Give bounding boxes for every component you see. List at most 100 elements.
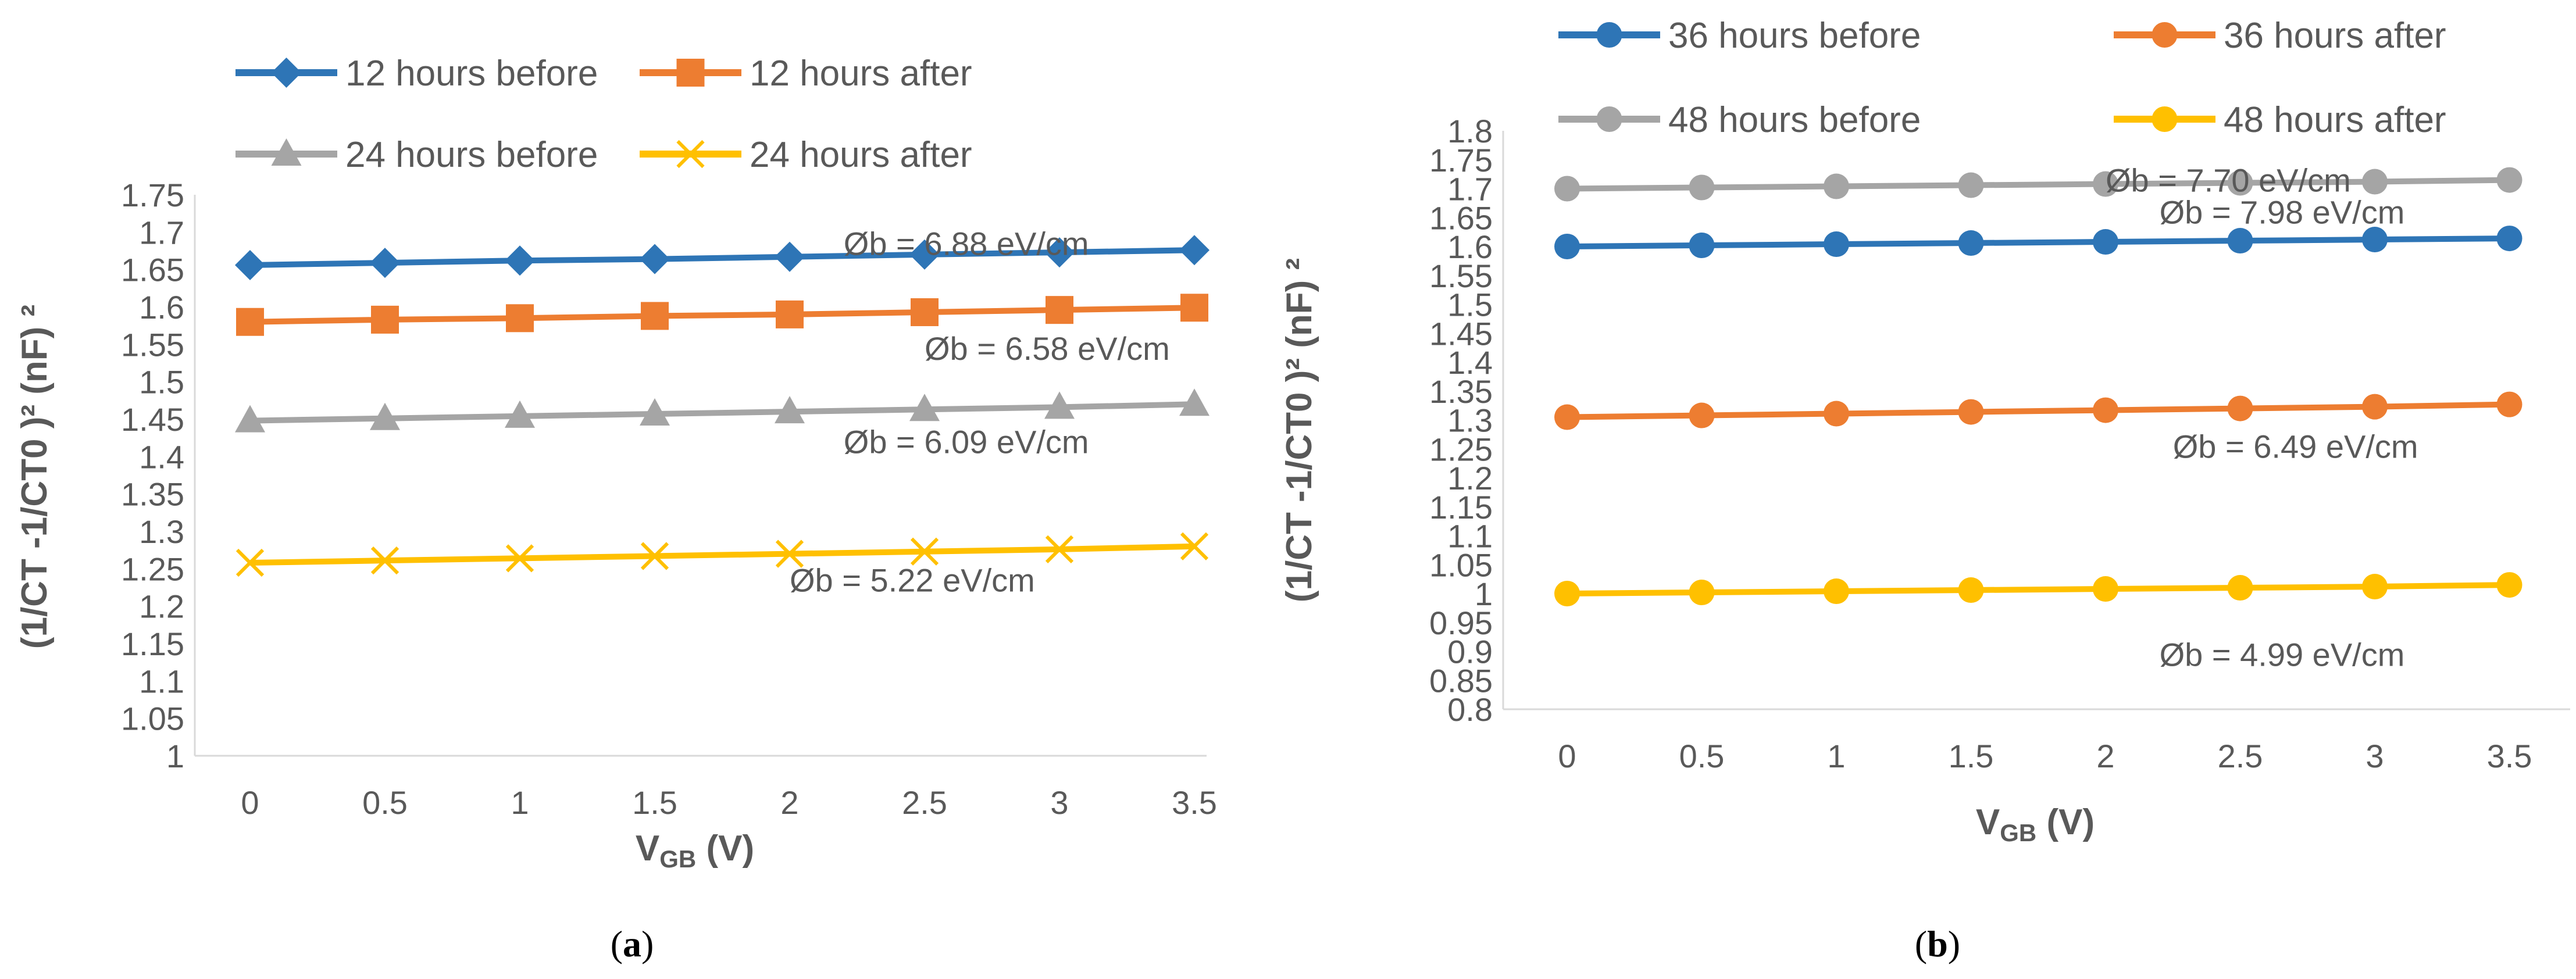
y-tick-label: 1.15: [1429, 489, 1493, 526]
y-tick-label: 1.25: [1429, 431, 1493, 467]
data-point: [776, 300, 804, 328]
y-tick-label: 0.9: [1447, 634, 1493, 670]
data-point: [775, 241, 805, 272]
series-line: [249, 401, 1195, 424]
data-point: [370, 248, 400, 278]
y-tick-label: 1.75: [121, 177, 184, 213]
y-tick-label: 1.55: [121, 326, 184, 363]
y-tick-label: 1.8: [1447, 113, 1493, 149]
data-point: [1045, 535, 1074, 564]
y-tick-label: 1.3: [139, 513, 184, 550]
legend-marker: [1596, 22, 1622, 48]
x-tick-label: 2.5: [2218, 738, 2263, 774]
data-point: [2496, 167, 2523, 193]
data-point: [1554, 581, 1580, 606]
y-tick-label: 1.25: [121, 551, 184, 587]
data-point: [2227, 395, 2253, 421]
data-point: [371, 305, 399, 334]
y-tick-label: 1.7: [1447, 171, 1493, 208]
data-point: [1180, 294, 1208, 322]
data-point: [2362, 574, 2388, 600]
caption-b: (b): [1915, 923, 1960, 964]
series-line: [249, 305, 1195, 325]
data-point: [2362, 169, 2388, 195]
y-tick-label: 1.4: [1447, 344, 1493, 381]
y-axis-label: (1/CT -1/CT0 )² (nF) ²: [1279, 258, 1319, 602]
annotation-label: Øb = 5.22 eV/cm: [790, 562, 1035, 599]
legend-label: 12 hours before: [345, 53, 598, 94]
legend-label: 24 hours after: [750, 135, 972, 175]
y-tick-label: 0.8: [1447, 691, 1493, 728]
data-point: [370, 546, 399, 575]
legend-item: 24 hours after: [640, 135, 972, 175]
legend-label: 36 hours before: [1668, 16, 1921, 56]
series-36-hours-after: [1554, 391, 2523, 430]
data-point: [1958, 577, 1984, 603]
series-12-hours-after: [236, 294, 1208, 336]
data-point: [235, 249, 265, 280]
legend-label: 24 hours before: [345, 135, 598, 175]
x-tick-label: 3.5: [2487, 738, 2532, 774]
annotation-label: Øb = 6.88 eV/cm: [844, 226, 1089, 262]
x-axis-label-unit: (V): [696, 828, 754, 869]
legend-label: 48 hours after: [2224, 100, 2446, 140]
x-tick-label: 0.5: [1679, 738, 1725, 774]
data-point: [2093, 171, 2118, 197]
data-point: [909, 239, 940, 270]
y-tick-label: 1.05: [1429, 546, 1493, 583]
data-point: [1824, 578, 1849, 605]
y-tick-label: 1.65: [1429, 199, 1493, 236]
annotation-label: Øb = 4.99 eV/cm: [2160, 636, 2405, 673]
x-tick-label: 3: [2366, 738, 2384, 774]
legend-item: 24 hours before: [236, 135, 598, 175]
legend-marker: [271, 58, 302, 88]
data-point: [775, 539, 804, 568]
chart-panel-b: 0.80.850.90.9511.051.11.151.21.251.31.35…: [1279, 16, 2570, 846]
x-axis-label: VGB (V): [1976, 802, 2095, 846]
data-point: [1958, 399, 1984, 425]
y-tick-label: 1.2: [1447, 460, 1493, 496]
data-point: [640, 244, 670, 274]
y-tick-label: 0.95: [1429, 605, 1493, 641]
x-tick-label: 2.5: [902, 784, 947, 821]
data-point: [1824, 173, 1849, 199]
y-tick-label: 1.45: [121, 401, 184, 438]
annotation-label: Øb = 7.98 eV/cm: [2160, 194, 2405, 230]
y-tick-label: 1.1: [139, 663, 184, 699]
series-12-hours-before: [235, 235, 1209, 280]
data-point: [1958, 230, 1984, 256]
x-axis-label-unit: (V): [2036, 802, 2095, 842]
series-line: [1567, 401, 2510, 420]
legend-item: 12 hours after: [640, 53, 972, 94]
data-point: [1824, 401, 1849, 427]
y-tick-label: 1.75: [1429, 142, 1493, 178]
data-point: [1689, 402, 1715, 428]
data-point: [1044, 237, 1075, 268]
x-axis-label-sub: GB: [659, 845, 696, 873]
data-point: [236, 308, 264, 336]
x-tick-label: 1.5: [632, 784, 677, 821]
data-point: [370, 402, 400, 430]
x-axis-label-main: V: [636, 828, 659, 869]
series-36-hours-before: [1554, 226, 2523, 259]
y-tick-label: 1.3: [1447, 402, 1493, 439]
data-point: [236, 548, 265, 577]
data-point: [2227, 170, 2253, 196]
data-point: [2093, 397, 2118, 423]
x-tick-label: 1: [1827, 738, 1845, 774]
data-point: [1689, 580, 1715, 606]
y-tick-label: 1.4: [139, 438, 184, 475]
series-line: [1567, 177, 2510, 192]
data-point: [1179, 388, 1209, 416]
data-point: [2362, 394, 2388, 420]
data-point: [1180, 532, 1209, 560]
x-tick-label: 3: [1050, 784, 1068, 821]
legend-item: 48 hours after: [2114, 100, 2446, 140]
data-point: [2496, 572, 2523, 598]
data-point: [910, 537, 939, 566]
legend-label: 12 hours after: [750, 53, 972, 94]
y-tick-label: 1.1: [1447, 518, 1493, 555]
x-axis-label-main: V: [1976, 802, 2000, 842]
legend-item: 36 hours before: [1558, 16, 1921, 56]
